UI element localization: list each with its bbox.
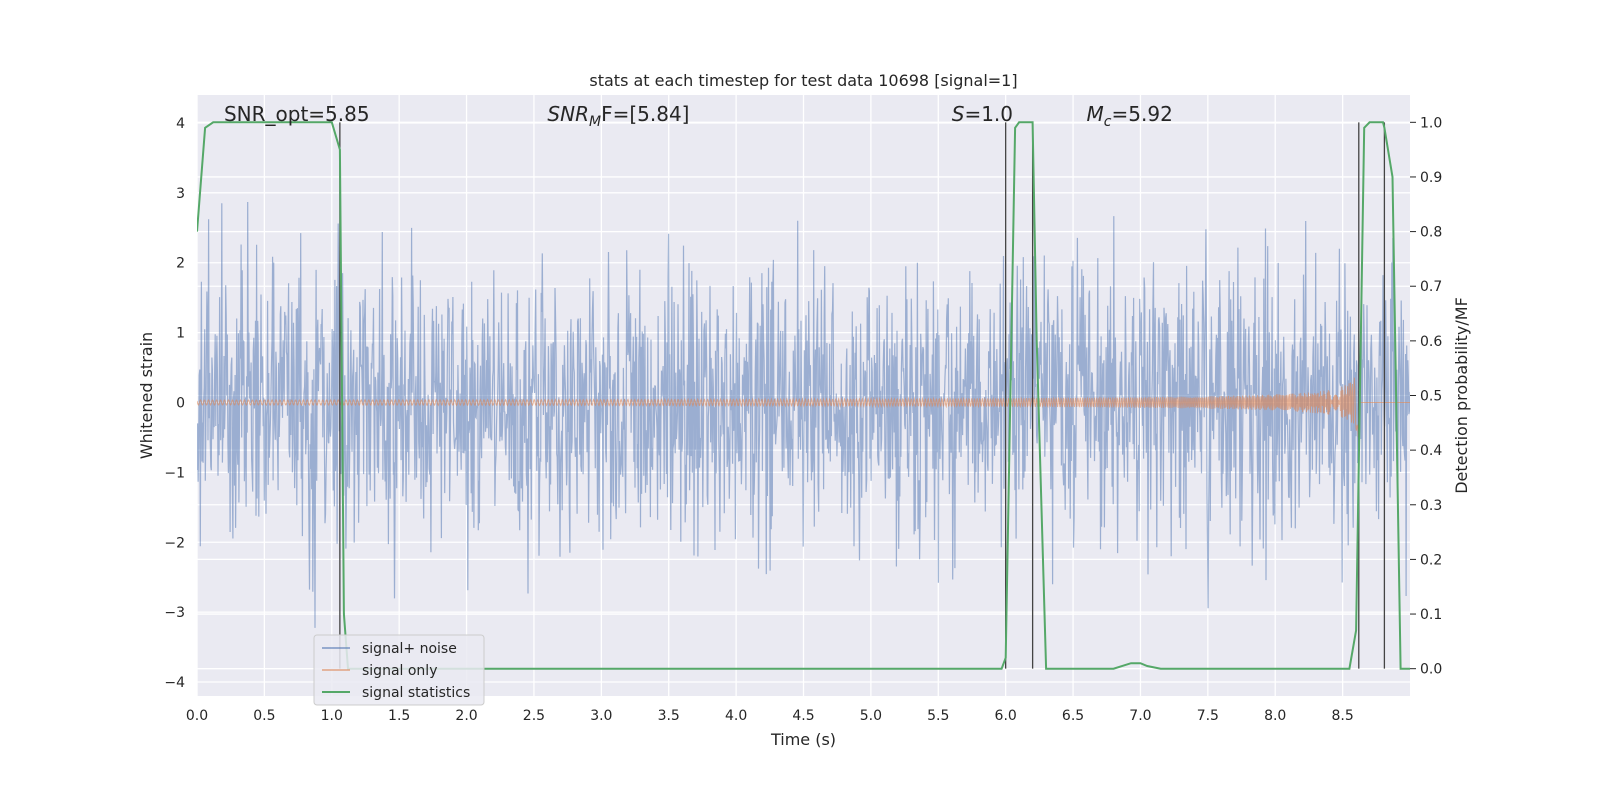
vertical-markers — [339, 122, 1386, 669]
series-signal-noise — [197, 201, 1410, 628]
y2-tick-label: 0.0 — [1420, 662, 1442, 678]
x-tick-label: 2.0 — [455, 708, 477, 724]
legend-entry: signal+ noise — [362, 641, 457, 657]
y-axis-label: Whitened strain — [137, 332, 156, 459]
x-tick-label: 6.5 — [1062, 708, 1084, 724]
y-tick-label: −3 — [164, 605, 185, 621]
y2-tick-label: 0.4 — [1420, 443, 1442, 459]
annotation: S=1.0 — [952, 102, 1013, 126]
x-tick-label: 8.0 — [1264, 708, 1286, 724]
plot-area — [197, 121, 1410, 670]
y2-tick-label: 0.6 — [1420, 334, 1442, 350]
y2-tick-label: 0.2 — [1420, 552, 1442, 568]
annotation: SNR_opt=5.85 — [224, 102, 370, 126]
x-tick-label: 1.0 — [321, 708, 343, 724]
x-tick-label: 4.0 — [725, 708, 747, 724]
y-tick-label: 2 — [176, 256, 185, 272]
y-tick-label: 1 — [176, 326, 185, 342]
x-tick-label: 7.0 — [1129, 708, 1151, 724]
x-tick-label: 0.0 — [186, 708, 208, 724]
x-tick-label: 6.0 — [995, 708, 1017, 724]
annotation: SNRMF=[5.84] — [547, 102, 689, 130]
y-tick-label: −2 — [164, 535, 185, 551]
y2-axis-label: Detection probability/MF — [1452, 297, 1471, 494]
annotations: SNR_opt=5.85 SNRMF=[5.84] S=1.0 Mc=5.92 — [224, 102, 1173, 130]
x-tick-label: 3.0 — [590, 708, 612, 724]
legend: signal+ noise signal only signal statistic… — [313, 634, 485, 706]
x-tick-label: 7.5 — [1197, 708, 1219, 724]
noise-line — [197, 201, 1410, 628]
y2-axis-ticks: 0.0 0.1 0.2 0.3 0.4 0.5 0.6 0.7 0.8 0.9 1.0 — [1410, 115, 1442, 678]
y-tick-label: 4 — [176, 116, 185, 132]
series-signal-only — [197, 377, 1410, 438]
y2-tick-label: 0.7 — [1420, 279, 1442, 295]
chirp-line — [197, 377, 1410, 438]
x-tick-label: 0.5 — [253, 708, 275, 724]
y2-tick-label: 0.8 — [1420, 225, 1442, 241]
series-signal-statistics — [197, 121, 1410, 670]
x-axis-ticks: 0.0 0.5 1.0 1.5 2.0 2.5 3.0 3.5 4.0 4.5 5.0 5.5 6.0 6… — [186, 708, 1354, 724]
annotation: Mc=5.92 — [1087, 102, 1173, 130]
x-tick-label: 5.5 — [927, 708, 949, 724]
y2-tick-label: 0.1 — [1420, 607, 1442, 623]
x-tick-label: 4.5 — [792, 708, 814, 724]
y-axis-ticks: −4 −3 −2 −1 0 1 2 3 4 — [164, 116, 185, 691]
legend-entry: signal statistics — [362, 685, 470, 701]
x-tick-label: 8.5 — [1331, 708, 1353, 724]
y2-tick-label: 0.5 — [1420, 389, 1442, 405]
y-tick-label: 3 — [176, 186, 185, 202]
x-tick-label: 2.5 — [523, 708, 545, 724]
y2-tick-label: 0.3 — [1420, 498, 1442, 514]
legend-box — [313, 634, 485, 706]
y-tick-label: −4 — [164, 675, 185, 691]
statistics-line — [197, 121, 1410, 670]
chart-title: stats at each timestep for test data 106… — [589, 71, 1017, 90]
y2-tick-label: 0.9 — [1420, 170, 1442, 186]
y-tick-label: −1 — [164, 465, 185, 481]
x-tick-label: 5.0 — [860, 708, 882, 724]
x-tick-label: 3.5 — [658, 708, 680, 724]
x-tick-label: 1.5 — [388, 708, 410, 724]
legend-entry: signal only — [362, 663, 437, 679]
x-axis-label: Time (s) — [770, 730, 836, 749]
y-tick-label: 0 — [176, 395, 185, 411]
y2-tick-label: 1.0 — [1420, 115, 1442, 131]
